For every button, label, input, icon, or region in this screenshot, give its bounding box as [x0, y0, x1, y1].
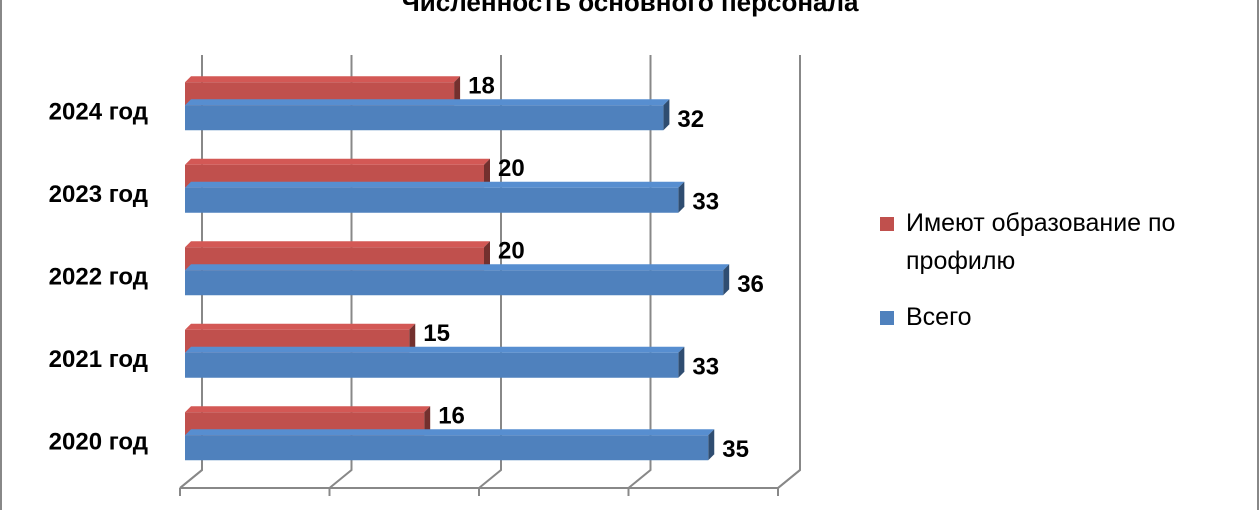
value-label: 16: [438, 403, 465, 430]
bar: [185, 105, 664, 131]
bar-side: [663, 99, 670, 131]
y-tick-label: 2023 год: [49, 181, 148, 208]
y-tick-label: 2021 год: [49, 346, 148, 373]
bar: [185, 352, 679, 378]
bar-top: [185, 323, 416, 330]
bar-top: [185, 99, 670, 106]
legend-swatch: [880, 311, 894, 325]
value-label: 20: [498, 238, 525, 265]
bar-side: [484, 158, 490, 188]
bar-side: [454, 76, 461, 106]
value-label: 35: [722, 436, 749, 463]
legend-item: Имеют образование по профилю: [880, 204, 1240, 280]
legend-label: Всего: [906, 303, 972, 331]
bar-top: [185, 181, 685, 188]
bar-side: [424, 406, 431, 436]
grid-line: [777, 55, 801, 489]
legend-label: Имеют образование по профилю: [906, 209, 1176, 275]
bar-top: [185, 76, 461, 83]
bar-side: [484, 241, 490, 271]
value-label: 32: [677, 106, 704, 133]
chart-title: Численность основного персонала: [402, 0, 860, 17]
value-label: 20: [498, 155, 525, 182]
value-label: 33: [692, 189, 719, 216]
legend-swatch: [880, 217, 894, 231]
bar: [185, 435, 709, 461]
value-label: 18: [468, 73, 495, 100]
floor-edge: [777, 55, 801, 489]
bar-top: [185, 406, 431, 413]
plot: 2024 год 18 32 2023 год 20 33 2022 год 20 36 2021…: [49, 55, 801, 496]
legend: Имеют образование по профилю Всего: [880, 204, 1240, 354]
y-tick-label: 2024 год: [49, 99, 148, 126]
bar-top: [185, 264, 730, 271]
value-label: 15: [423, 320, 450, 347]
legend-item: Всего: [880, 298, 1240, 336]
bar-side: [708, 429, 715, 461]
bar-top: [185, 346, 685, 353]
bar-top: [185, 241, 490, 248]
y-tick-label: 2022 год: [49, 264, 148, 291]
bar: [185, 187, 679, 213]
bar-side: [678, 346, 685, 378]
value-label: 33: [692, 354, 719, 381]
bar-side: [678, 181, 685, 213]
value-label: 36: [737, 271, 764, 298]
bar-top: [185, 158, 490, 165]
bar-top: [185, 429, 715, 436]
bar-side: [409, 323, 416, 353]
bar: [185, 270, 724, 296]
bar-side: [723, 264, 730, 296]
y-tick-label: 2020 год: [49, 429, 148, 456]
